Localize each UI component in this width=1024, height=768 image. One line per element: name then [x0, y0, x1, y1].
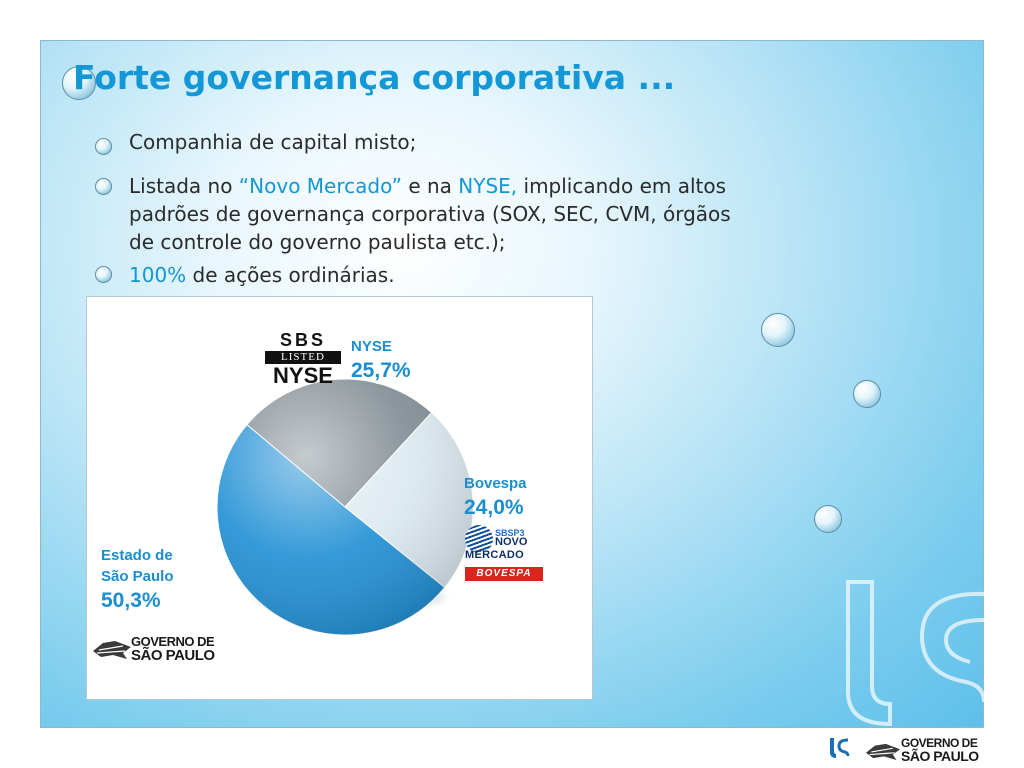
bullet-item: Listada no “Novo Mercado” e na NYSE, imp…: [129, 174, 727, 198]
bovespa-text: BOVESPA: [465, 567, 543, 581]
water-drop-icon: [761, 313, 795, 347]
bullet-icon: [95, 178, 112, 195]
ticker-text: SBSP3: [495, 528, 525, 538]
ownership-pie-chart: [216, 378, 474, 636]
sbs-logo-listed: LISTED: [265, 351, 341, 364]
gov-line1: GOVERNO DE: [901, 736, 978, 750]
sao-paulo-map-icon: [93, 641, 131, 659]
mercado-text: MERCADO: [465, 549, 524, 561]
bullet-item-continuation: padrões de governança corporativa (SOX, …: [129, 202, 731, 226]
bullet-icon: [95, 138, 112, 155]
nyse-label: NYSE: [351, 338, 392, 355]
page-title: Forte governança corporativa ...: [73, 58, 676, 97]
globe-icon: [465, 525, 493, 553]
bullet-item: Companhia de capital misto;: [129, 130, 417, 154]
bovespa-value-label: 24,0%: [464, 496, 524, 519]
gov-line1: GOVERNO DE: [131, 634, 215, 649]
title-bullet-icon: [62, 66, 96, 100]
shareholder-chart-panel: SBS LISTED NYSE NYSE 25,7% Bovespa 24,0%…: [86, 296, 593, 700]
estado-label-line1: Estado de: [101, 547, 173, 564]
water-drop-icon: [853, 380, 881, 408]
novo-mercado-bovespa-logo: SBSP3 NOVO MERCADO BOVESPA: [465, 525, 543, 581]
sabesp-logo-icon: [830, 738, 850, 758]
sao-paulo-map-icon: [866, 743, 900, 760]
bullet-item-continuation: de controle do governo paulista etc.);: [129, 230, 506, 254]
estado-label-line2: São Paulo: [101, 568, 174, 585]
gov-line2: SÃO PAULO: [901, 748, 979, 764]
sabesp-watermark-logo: [846, 580, 984, 727]
sbs-logo-nyse: NYSE: [273, 363, 333, 388]
sbs-nyse-listed-logo: SBS LISTED NYSE: [263, 331, 343, 387]
bullet-item: 100% de ações ordinárias.: [129, 263, 395, 287]
bovespa-label: Bovespa: [464, 475, 527, 492]
governo-sao-paulo-footer-logo: GOVERNO DE SÃO PAULO: [866, 734, 986, 766]
governo-sao-paulo-logo: GOVERNO DE SÃO PAULO: [93, 631, 219, 667]
sbs-logo-text: SBS: [279, 330, 326, 350]
novo-text: NOVO: [495, 536, 528, 548]
estado-value-label: 50,3%: [101, 589, 161, 612]
water-drop-icon: [814, 505, 842, 533]
gov-line2: SÃO PAULO: [131, 647, 215, 664]
bullet-icon: [95, 266, 112, 283]
nyse-value-label: 25,7%: [351, 359, 411, 382]
